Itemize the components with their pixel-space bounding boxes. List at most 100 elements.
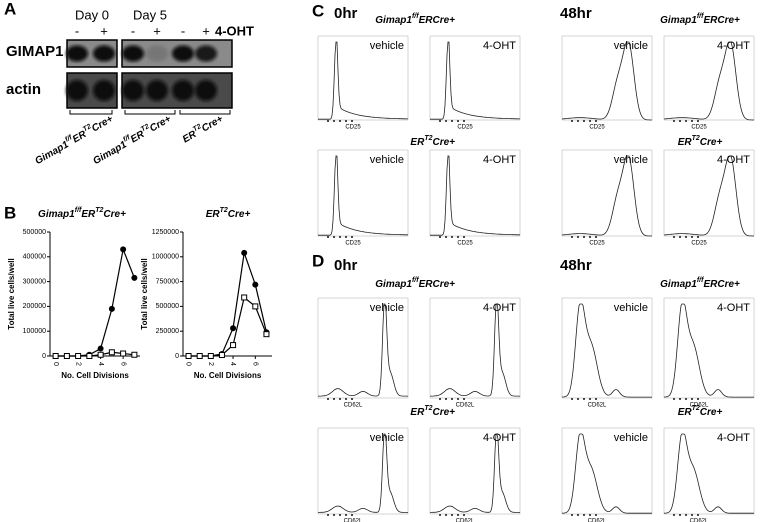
lane-sign: + xyxy=(100,23,108,38)
label-part: f/f xyxy=(75,207,82,214)
blot-band xyxy=(93,45,115,62)
treatment-label: 4-OHT xyxy=(215,23,254,38)
label-part: Cre+ xyxy=(432,137,455,148)
point xyxy=(252,281,259,288)
histogram xyxy=(664,303,754,398)
label-part: ER xyxy=(703,279,718,290)
lane-sign: - xyxy=(75,23,79,38)
histogram xyxy=(561,41,652,121)
point xyxy=(63,353,70,359)
lane-sign: + xyxy=(202,23,210,38)
histogram xyxy=(663,433,754,514)
bracket xyxy=(179,110,231,115)
label-part: ER xyxy=(81,209,96,220)
histogram xyxy=(318,155,408,236)
point xyxy=(207,353,214,359)
marker-label: CD25 xyxy=(589,125,605,131)
blot-band xyxy=(172,80,194,101)
label-part: Cre+ xyxy=(432,15,455,26)
label-part: f/f xyxy=(64,134,74,144)
time-label: 0hr xyxy=(334,5,358,22)
label-part: Cre+ xyxy=(90,113,115,134)
label-part: T2 xyxy=(424,405,432,412)
label-part: T2 xyxy=(220,207,228,214)
blot-band xyxy=(66,45,88,62)
label-part: T2 xyxy=(692,135,700,142)
lane-sign: - xyxy=(181,23,185,38)
label-part: ER xyxy=(410,137,425,148)
lane-sign: + xyxy=(153,23,161,38)
label-part: f/f xyxy=(697,13,704,20)
row-label: actin xyxy=(6,81,41,98)
row-label: GIMAP1 xyxy=(6,43,64,60)
y-tick-label: 0 xyxy=(175,353,179,360)
genotype-label: ERT2Cre+ xyxy=(180,112,225,145)
label-part: ER xyxy=(419,279,434,290)
histogram-frame xyxy=(663,149,755,237)
histogram xyxy=(561,433,652,514)
blot-band xyxy=(146,80,168,101)
label-part: T2 xyxy=(82,123,93,133)
treatment-label: vehicle xyxy=(614,154,648,166)
label-part: f/f xyxy=(412,13,419,20)
y-tick-label: 400000 xyxy=(23,254,46,261)
label-part: Gimap1 xyxy=(660,279,697,290)
x-axis-label: No. Cell Divisions xyxy=(61,371,129,380)
treatment-label: vehicle xyxy=(614,302,648,314)
label-part: Cre+ xyxy=(717,279,740,290)
blot-band xyxy=(146,45,168,62)
series-line xyxy=(55,247,135,357)
histogram-frame xyxy=(663,297,755,399)
y-tick-label: 250000 xyxy=(156,328,179,335)
bracket xyxy=(124,110,176,115)
label-part: Gimap1 xyxy=(38,209,75,220)
x-tick-label: 0 xyxy=(185,362,192,366)
lane-sign: - xyxy=(131,23,135,38)
treatment-label: vehicle xyxy=(370,40,404,52)
label-part: ER xyxy=(206,209,221,220)
point xyxy=(97,345,104,352)
histogram xyxy=(430,155,520,236)
y-tick-label: 750000 xyxy=(156,278,179,285)
point xyxy=(263,331,270,338)
marker-label: CD25 xyxy=(589,241,605,247)
genotype-label: Gimap1f/fERCre+ xyxy=(375,277,455,289)
treatment-label: 4-OHT xyxy=(483,302,516,314)
histogram-frame xyxy=(429,297,521,399)
histogram xyxy=(318,41,408,120)
treatment-label: 4-OHT xyxy=(483,432,516,444)
histogram xyxy=(562,303,652,398)
histogram xyxy=(663,41,754,121)
y-tick-label: 1250000 xyxy=(152,229,179,236)
label-part: f/f xyxy=(697,277,704,284)
label-part: T2 xyxy=(140,123,151,133)
point xyxy=(131,274,138,281)
treatment-label: 4-OHT xyxy=(483,40,516,52)
histogram-frame xyxy=(317,297,409,399)
genotype-label: Gimap1f/fERT2Cre+ xyxy=(38,207,126,219)
treatment-label: 4-OHT xyxy=(717,302,750,314)
histogram-frame xyxy=(429,35,521,121)
genotype-label: ERT2Cre+ xyxy=(678,405,723,417)
marker-label: CD62L xyxy=(344,403,363,409)
genotype-label: ERT2Cre+ xyxy=(410,405,455,417)
point xyxy=(218,352,225,359)
point xyxy=(196,353,203,359)
genotype-label: Gimap1f/fERCre+ xyxy=(660,277,740,289)
point xyxy=(120,350,127,357)
y-tick-label: 100000 xyxy=(23,328,46,335)
day-label: Day 0 xyxy=(75,7,109,22)
treatment-label: vehicle xyxy=(614,40,648,52)
label-part: ER xyxy=(678,407,693,418)
label-part: f/f xyxy=(412,277,419,284)
marker-label: CD62L xyxy=(588,519,607,522)
point xyxy=(185,353,192,359)
point xyxy=(241,294,248,301)
marker-label: CD25 xyxy=(345,125,361,131)
x-tick-label: 0 xyxy=(52,362,59,366)
blot-band xyxy=(93,80,115,101)
histogram-frame xyxy=(317,35,409,121)
histogram xyxy=(430,41,520,120)
label-part: Gimap1 xyxy=(660,15,697,26)
histogram xyxy=(318,303,408,397)
